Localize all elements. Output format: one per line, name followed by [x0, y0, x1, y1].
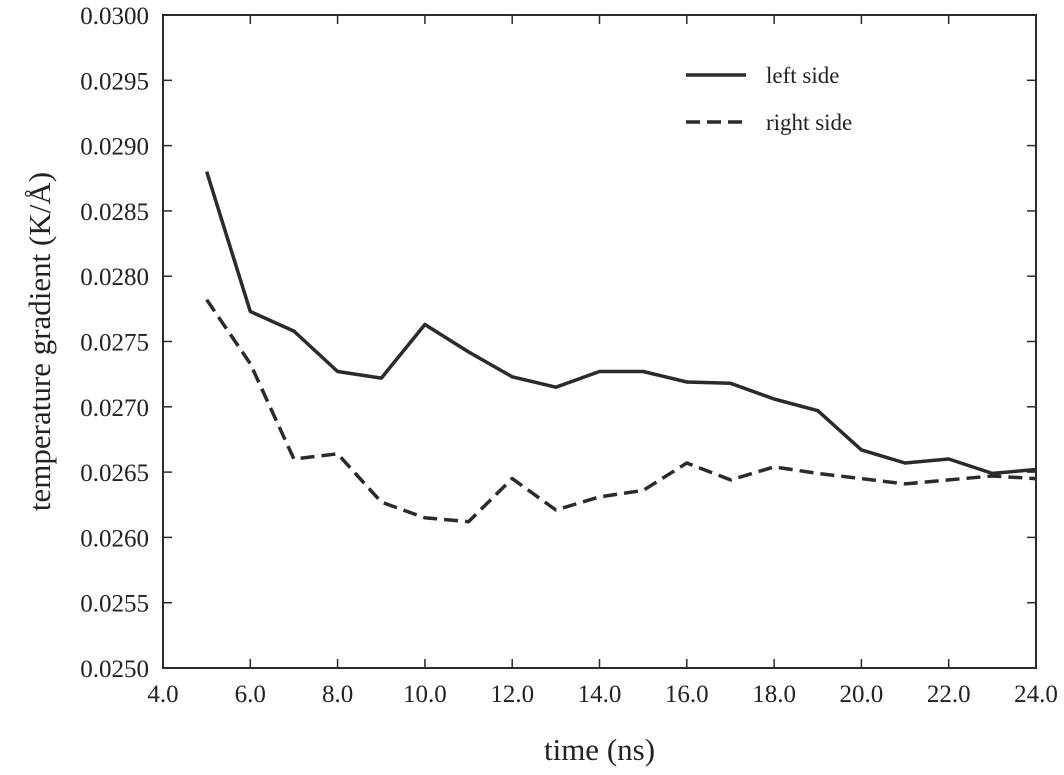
- axes: 4.0 6.0 8.0 10.0 12.0 14.0 16.0 18.0 20.0 22.0 24.…: [80, 3, 1058, 708]
- y-tick-label: 0.0260: [80, 525, 149, 552]
- y-tick-label: 0.0290: [80, 134, 149, 161]
- y-tick-label: 0.0275: [80, 330, 149, 357]
- y-tick-label: 0.0250: [80, 656, 149, 683]
- y-tick-label: 0.0280: [80, 264, 149, 291]
- x-tick-label: 10.0: [403, 681, 447, 708]
- legend-label: right side: [766, 110, 852, 135]
- y-tick-label: 0.0285: [80, 199, 149, 226]
- series-layer: [205, 171, 1037, 524]
- y-tick-label: 0.0255: [80, 591, 149, 618]
- x-tick-label: 16.0: [665, 681, 709, 708]
- y-tick-label: 0.0295: [80, 68, 149, 95]
- y-tick-label: 0.0300: [80, 3, 149, 30]
- x-tick-label: 8.0: [322, 681, 353, 708]
- series-line-right-side: [205, 298, 1037, 524]
- y-tick-label: 0.0270: [80, 395, 149, 422]
- x-tick-label: 6.0: [235, 681, 266, 708]
- plot-frame: [162, 14, 1037, 669]
- x-tick-label: 24.0: [1014, 681, 1058, 708]
- legend-label: left side: [766, 63, 839, 88]
- y-tick-label: 0.0265: [80, 460, 149, 487]
- legend: left side right side: [686, 63, 852, 135]
- y-axis-title: temperature gradient (K/Å): [22, 172, 57, 511]
- x-tick-label: 12.0: [490, 681, 534, 708]
- x-tick-label: 14.0: [578, 681, 622, 708]
- x-tick-label: 20.0: [840, 681, 884, 708]
- x-tick-label: 22.0: [927, 681, 971, 708]
- x-tick-label: 4.0: [147, 681, 178, 708]
- x-tick-label: 18.0: [752, 681, 796, 708]
- series-line-left-side: [205, 171, 1037, 476]
- x-axis-title: time (ns): [544, 732, 655, 767]
